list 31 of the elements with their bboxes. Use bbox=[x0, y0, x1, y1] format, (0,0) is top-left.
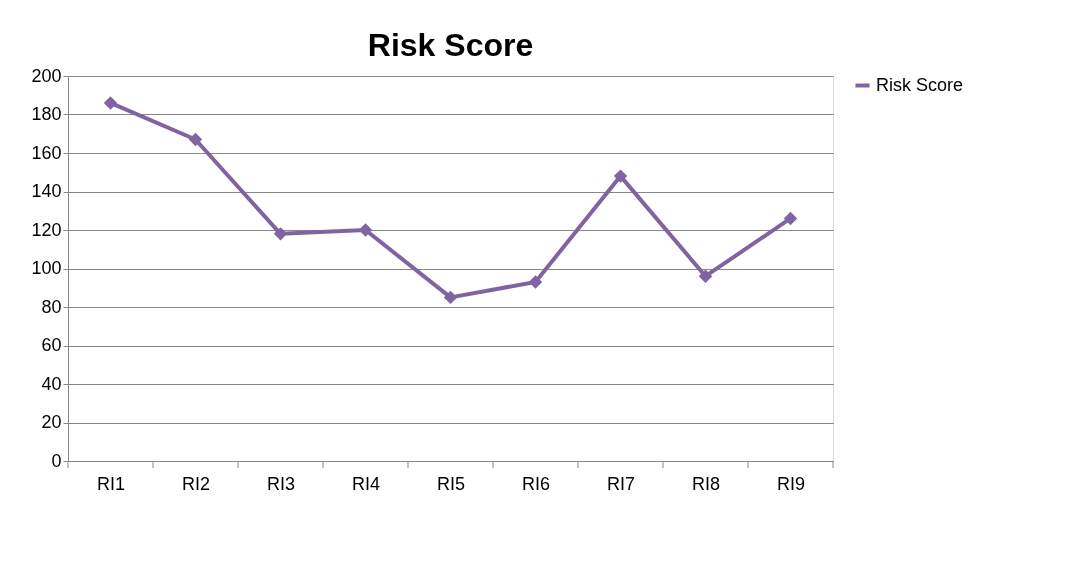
y-tick-label: 140 bbox=[31, 181, 62, 201]
x-tick-label: RI3 bbox=[266, 473, 296, 494]
y-tick-label: 20 bbox=[41, 412, 62, 432]
x-tick-label: RI6 bbox=[521, 473, 551, 494]
chart-title: Risk Score bbox=[367, 27, 534, 63]
x-tick-label: RI5 bbox=[436, 473, 466, 494]
y-tick-label: 60 bbox=[41, 335, 62, 355]
y-tick-label: 120 bbox=[31, 219, 62, 240]
point bbox=[783, 211, 798, 226]
x-tick-label: RI8 bbox=[691, 473, 721, 494]
x-tick-label: RI9 bbox=[776, 473, 806, 494]
point bbox=[528, 275, 543, 289]
y-tick-label: 0 bbox=[51, 450, 62, 471]
point bbox=[358, 223, 373, 237]
y-tick-label: 180 bbox=[31, 104, 62, 124]
y-tick-label: 40 bbox=[41, 373, 62, 394]
y-tick-label: 160 bbox=[31, 142, 62, 163]
point bbox=[613, 169, 628, 183]
point bbox=[443, 290, 458, 305]
legend-label: Risk Score bbox=[876, 74, 964, 95]
x-tick-label: RI2 bbox=[181, 473, 211, 494]
y-tick-label: 200 bbox=[31, 65, 62, 86]
x-tick-label: RI7 bbox=[606, 473, 636, 494]
point bbox=[273, 227, 288, 241]
point bbox=[103, 96, 118, 110]
y-tick-label: 80 bbox=[41, 296, 62, 317]
x-tick-label: RI4 bbox=[351, 473, 381, 494]
point bbox=[698, 269, 713, 283]
y-tick-label: 100 bbox=[31, 258, 62, 278]
point bbox=[188, 132, 203, 147]
x-tick-label: RI1 bbox=[96, 473, 126, 494]
